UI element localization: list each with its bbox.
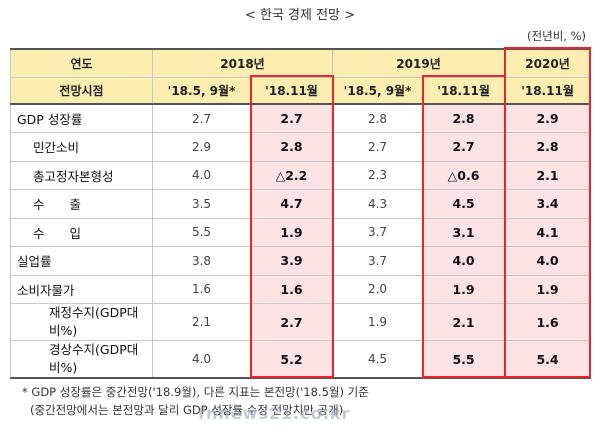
- header-year-2019: 2019년: [332, 48, 506, 78]
- cell-value: 5.5: [152, 217, 251, 247]
- cell-value: 4.0: [152, 340, 251, 379]
- cell-value: 2.0: [332, 274, 424, 304]
- table-row: 소비자물가 1.6 1.6 2.0 1.9 1.9: [10, 274, 592, 304]
- cell-value: 4.1: [504, 217, 592, 247]
- cell-value: 4.0: [152, 160, 251, 190]
- cell-value: 4.0: [422, 246, 506, 276]
- cell-value: 5.2: [249, 340, 334, 379]
- unit-label: (전년비, %): [527, 29, 586, 43]
- row-label-imports: 수 입: [10, 217, 153, 247]
- row-label-current-account: 경상수지(GDP대비%): [10, 340, 153, 379]
- cell-value: 3.4: [504, 189, 592, 219]
- header-period-label: 전망시점: [10, 76, 153, 105]
- row-label-unemployment: 실업률: [10, 246, 153, 276]
- cell-value: 2.1: [504, 160, 592, 190]
- cell-value: 1.6: [504, 303, 592, 341]
- cell-value: 4.0: [504, 246, 592, 276]
- watermark: fnnews21.co.kr: [198, 404, 351, 423]
- header-period-2018-prev: '18.5, 9월*: [152, 76, 251, 105]
- table-row: 실업률 3.8 3.9 3.7 4.0 4.0: [10, 246, 592, 276]
- cell-value: 4.3: [332, 189, 424, 219]
- cell-value: 3.1: [422, 217, 506, 247]
- header-year-2018: 2018년: [151, 48, 334, 78]
- header-year-label: 연도: [10, 48, 153, 78]
- footnote: (중간전망에서는 본전망과 달리 GDP 성장률 수정 전망치만 공개): [30, 403, 344, 417]
- footnote: * GDP 성장률은 중간전망('18.9월), 다른 지표는 본전망('18.…: [22, 385, 369, 399]
- cell-value: △2.2: [249, 160, 334, 190]
- header-period-2020-new: '18.11월: [504, 76, 592, 105]
- cell-value: 4.5: [422, 189, 506, 219]
- cell-value: 4.7: [249, 189, 334, 219]
- cell-value: 3.8: [152, 246, 251, 276]
- economic-outlook-table: 연도 2018년 2019년 2020년 전망시점 '18.5, 9월* '18…: [10, 48, 592, 379]
- row-label-exports: 수 출: [10, 189, 153, 219]
- cell-value: 1.9: [332, 303, 424, 341]
- cell-value: 3.5: [152, 189, 251, 219]
- cell-value: 2.9: [152, 132, 251, 162]
- table-row: 수 입 5.5 1.9 3.7 3.1 4.1: [10, 217, 592, 247]
- cell-value: 1.6: [152, 274, 251, 304]
- cell-value: 2.7: [422, 132, 506, 162]
- row-label-cpi: 소비자물가: [10, 274, 153, 304]
- table-row: 수 출 3.5 4.7 4.3 4.5 3.4: [10, 189, 592, 219]
- cell-value: 1.9: [422, 274, 506, 304]
- cell-value: 2.7: [332, 132, 424, 162]
- cell-value: 2.1: [152, 303, 251, 341]
- cell-value: 4.5: [332, 340, 424, 379]
- cell-value: 2.3: [332, 160, 424, 190]
- cell-value: 2.9: [504, 103, 592, 133]
- header-period-2018-new: '18.11월: [249, 76, 334, 105]
- table-row: 민간소비 2.9 2.8 2.7 2.7 2.8: [10, 132, 592, 162]
- cell-value: 5.5: [422, 340, 506, 379]
- page-title: < 한국 경제 전망 >: [244, 8, 356, 23]
- header-row-periods: 전망시점 '18.5, 9월* '18.11월 '18.5, 9월* '18.1…: [10, 76, 592, 105]
- row-label-consumption: 민간소비: [10, 132, 153, 162]
- cell-value: 2.8: [249, 132, 334, 162]
- table-row: 경상수지(GDP대비%) 4.0 5.2 4.5 5.5 5.4: [10, 340, 592, 379]
- header-period-2019-prev: '18.5, 9월*: [332, 76, 424, 105]
- cell-value: 3.9: [249, 246, 334, 276]
- row-label-investment: 총고정자본형성: [10, 160, 153, 190]
- cell-value: 2.1: [422, 303, 506, 341]
- cell-value: 2.7: [152, 103, 251, 133]
- cell-value: 3.7: [332, 246, 424, 276]
- cell-value: 2.7: [249, 103, 334, 133]
- header-row-years: 연도 2018년 2019년 2020년: [10, 48, 592, 78]
- cell-value: 2.8: [332, 103, 424, 133]
- cell-value: 2.8: [504, 132, 592, 162]
- row-label-gdp: GDP 성장률: [10, 103, 153, 133]
- table-row: 재정수지(GDP대비%) 2.1 2.7 1.9 2.1 1.6: [10, 303, 592, 341]
- header-year-2020: 2020년: [504, 48, 592, 78]
- cell-value: 1.6: [249, 274, 334, 304]
- cell-value: 1.9: [249, 217, 334, 247]
- cell-value: 3.7: [332, 217, 424, 247]
- table-row: 총고정자본형성 4.0 △2.2 2.3 △0.6 2.1: [10, 160, 592, 190]
- cell-value: 2.7: [249, 303, 334, 341]
- cell-value: 5.4: [504, 340, 592, 379]
- cell-value: 2.8: [422, 103, 506, 133]
- header-period-2019-new: '18.11월: [422, 76, 506, 105]
- row-label-fiscal-balance: 재정수지(GDP대비%): [10, 303, 153, 341]
- table-row: GDP 성장률 2.7 2.7 2.8 2.8 2.9: [10, 103, 592, 133]
- cell-value: △0.6: [422, 160, 506, 190]
- cell-value: 1.9: [504, 274, 592, 304]
